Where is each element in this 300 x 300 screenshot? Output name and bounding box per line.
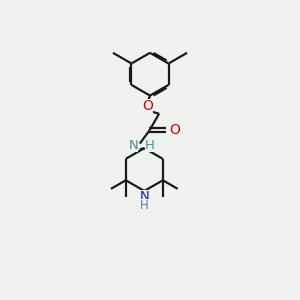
Text: N: N bbox=[140, 190, 149, 203]
Text: N: N bbox=[129, 139, 138, 152]
Text: H: H bbox=[145, 139, 155, 152]
Text: O: O bbox=[142, 99, 153, 113]
Text: H: H bbox=[140, 199, 149, 212]
Text: O: O bbox=[169, 123, 180, 137]
